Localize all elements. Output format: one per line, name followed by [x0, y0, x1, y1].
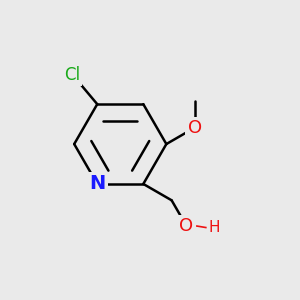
Text: O: O: [179, 217, 194, 235]
Text: Cl: Cl: [64, 66, 80, 84]
Text: H: H: [209, 220, 220, 235]
Text: O: O: [188, 119, 202, 137]
Text: N: N: [89, 175, 105, 194]
